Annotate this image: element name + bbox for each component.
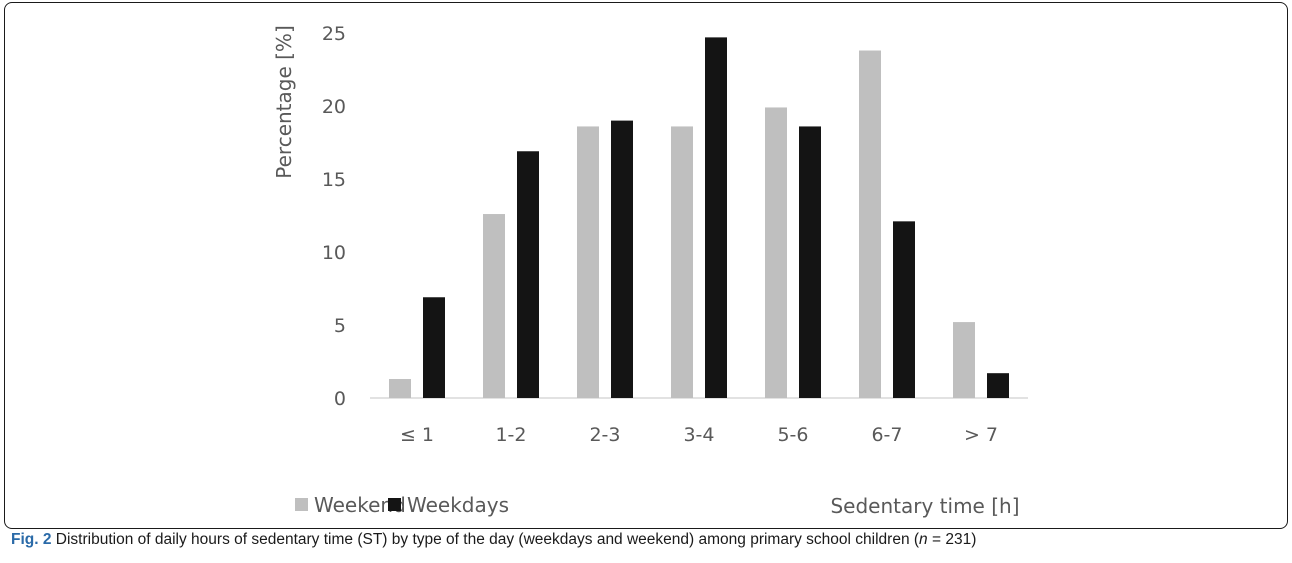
legend-swatch-weekdays: [388, 498, 401, 511]
legend-label-weekdays: Weekdays: [407, 493, 509, 517]
x-tick-label: 2-3: [589, 424, 620, 446]
y-tick-label: 10: [322, 242, 346, 264]
y-tick-label: 15: [322, 169, 346, 191]
caption-figure-label: Fig. 2: [11, 531, 52, 548]
bars: [389, 37, 1009, 399]
y-tick-label: 25: [322, 23, 346, 45]
x-tick-label: 1-2: [495, 424, 526, 446]
bar-chart: 0 5 10 15 20 25 ≤ 1 1-2 2-3 3-4 5-6 6-7 > 7 Percent…: [272, 23, 1028, 518]
bar-weekend-2: [577, 126, 599, 398]
bar-weekdays-3: [705, 37, 727, 398]
x-tick-label: ≤ 1: [400, 424, 434, 446]
bar-weekdays-2: [611, 120, 633, 398]
bar-weekdays-0: [423, 297, 445, 398]
bar-weekend-0: [389, 379, 411, 398]
y-tick-label: 0: [334, 388, 346, 410]
caption-n-symbol: n: [919, 531, 928, 548]
bar-weekdays-5: [893, 221, 915, 398]
caption-text: Distribution of daily hours of sedentary…: [55, 531, 920, 548]
bar-weekdays-6: [987, 373, 1009, 398]
x-tick-label: 5-6: [777, 424, 808, 446]
y-axis-ticks: 0 5 10 15 20 25: [322, 23, 346, 410]
caption-n-value: = 231): [927, 531, 977, 548]
x-tick-label: > 7: [964, 424, 998, 446]
figure-frame: [4, 2, 1288, 529]
legend-swatch-weekend: [295, 498, 308, 511]
bar-weekend-4: [765, 107, 787, 399]
bar-weekend-5: [859, 50, 881, 399]
x-tick-label: 3-4: [683, 424, 714, 446]
bar-weekend-1: [483, 214, 505, 398]
figure-caption: Fig. 2 Distribution of daily hours of se…: [11, 531, 1281, 549]
bar-weekend-6: [953, 322, 975, 398]
x-tick-label: 6-7: [871, 424, 902, 446]
bar-weekdays-1: [517, 151, 539, 398]
bar-weekend-3: [671, 126, 693, 398]
x-axis-title: Sedentary time [h]: [830, 494, 1019, 518]
y-axis-title: Percentage [%]: [272, 25, 296, 178]
y-tick-label: 20: [322, 96, 346, 118]
x-axis-ticks: ≤ 1 1-2 2-3 3-4 5-6 6-7 > 7: [400, 424, 998, 446]
bar-weekdays-4: [799, 126, 821, 398]
legend: Weekend Weekdays: [295, 493, 509, 517]
y-tick-label: 5: [334, 315, 346, 337]
